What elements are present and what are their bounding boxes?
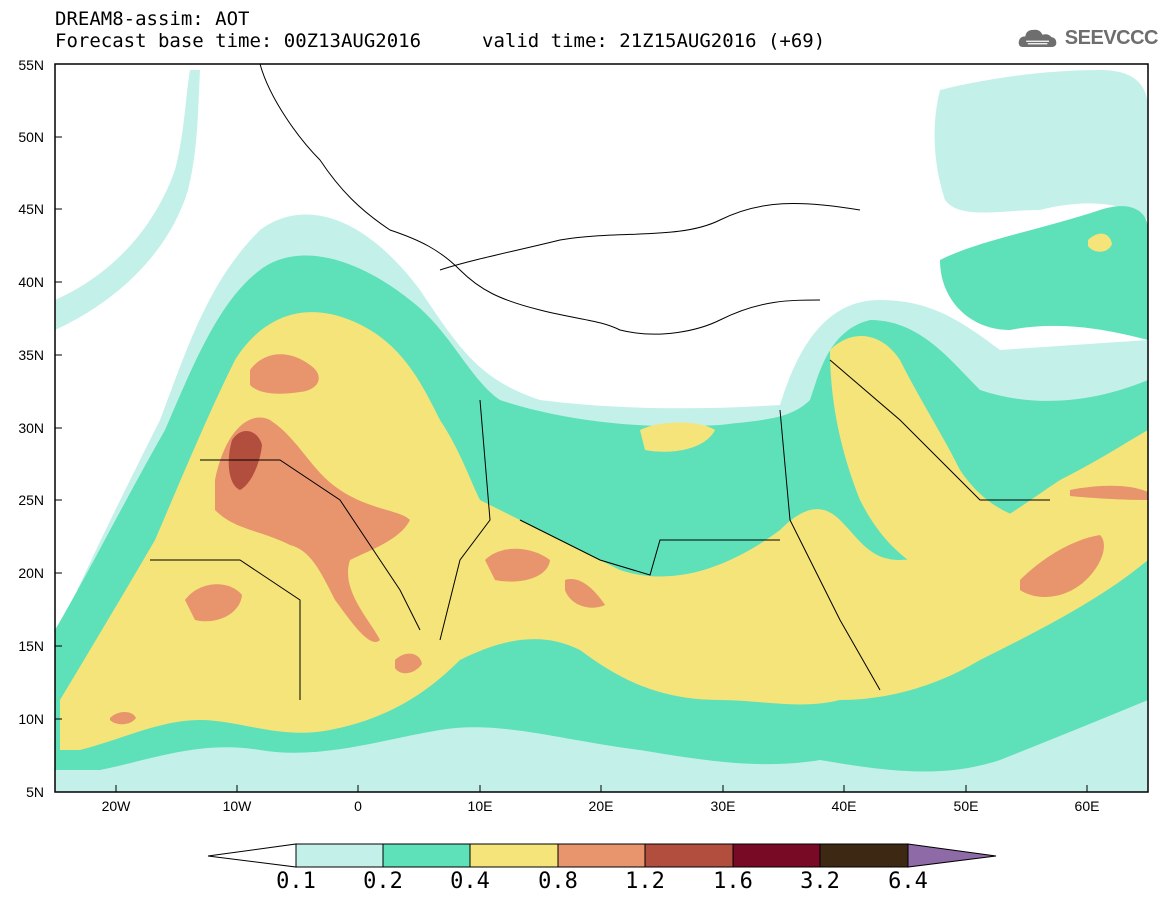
lat-label-55n: 55N [18, 57, 44, 73]
aot-level-0.8-pakistan [1070, 485, 1148, 500]
valid-time: valid time: 21Z15AUG2016 (+69) [482, 30, 826, 52]
map-title: DREAM8-assim: AOT [55, 8, 250, 30]
lon-label-50e: 50E [953, 798, 979, 814]
colorbar-label-1.6: 1.6 [713, 869, 753, 894]
aot-level-0.4-arabia [830, 336, 1040, 580]
aot-level-0.8-chad [485, 548, 550, 582]
colorbar-label-0.8: 0.8 [538, 869, 578, 894]
colorbar-segment-1.6-3.2 [732, 843, 821, 868]
aot-level-0.8-niger [395, 653, 422, 674]
colorbar-segment-above-6.4 [907, 843, 997, 868]
country-borders [150, 64, 1050, 700]
aot-level-0.8-oman [1020, 535, 1104, 597]
logo-text: SEEVCCC [1064, 26, 1159, 49]
aot-level-0.8-sahara [215, 417, 410, 642]
colorbar-label-1.2: 1.2 [625, 869, 665, 894]
colorbar-label-6.4: 6.4 [888, 869, 928, 894]
aot-level-0.4-central-asia [1088, 233, 1112, 252]
aot-level-0.1-atlantic-plume [55, 70, 200, 330]
lat-label-20n: 20N [18, 565, 44, 581]
lat-label-25n: 25N [18, 492, 44, 508]
lon-label-40e: 40E [831, 798, 857, 814]
colorbar-segment-below-0.1 [207, 843, 297, 868]
lon-label-20e: 20E [588, 798, 614, 814]
lon-label-10w: 10W [222, 798, 252, 814]
axis-ticks [55, 136, 1088, 792]
lat-label-10n: 10N [18, 711, 44, 727]
colorbar-segment-0.4-0.8 [469, 843, 559, 868]
aot-level-0.1-caspian [934, 70, 1148, 220]
lat-label-30n: 30N [18, 420, 44, 436]
colorbar-segment-0.1-0.2 [295, 843, 384, 868]
aot-contour-fields [55, 64, 1148, 792]
lon-label-0: 0 [354, 798, 362, 814]
lat-label-40n: 40N [18, 274, 44, 290]
aot-level-0.8-west [185, 584, 242, 622]
lat-label-35n: 35N [18, 347, 44, 363]
lat-label-50n: 50N [18, 129, 44, 145]
lat-label-5n: 5N [26, 784, 44, 800]
lon-label-60e: 60E [1074, 798, 1100, 814]
colorbar-label-3.2: 3.2 [800, 869, 840, 894]
colorbar-segment-1.2-1.6 [644, 843, 734, 868]
aot-level-0.4-region [60, 312, 1148, 750]
lon-label-10e: 10E [467, 798, 493, 814]
aot-level-0.8-atlantic [110, 712, 136, 725]
lon-label-30e: 30E [710, 798, 736, 814]
colorbar-segment-3.2-6.4 [819, 843, 909, 868]
colorbar-segment-0.8-1.2 [557, 843, 646, 868]
colorbar-label-0.1: 0.1 [276, 869, 316, 894]
lat-label-15n: 15N [18, 638, 44, 654]
forecast-base-time: Forecast base time: 00Z13AUG2016 [55, 30, 422, 52]
colorbar-segment-0.2-0.4 [382, 843, 471, 868]
cloud-icon [1018, 29, 1057, 47]
seevccc-logo: SEEVCCC [1018, 22, 1159, 54]
lon-label-20w: 20W [101, 798, 131, 814]
aot-level-0.8-morocco [250, 354, 319, 394]
lat-label-45n: 45N [18, 201, 44, 217]
colorbar-label-0.2: 0.2 [363, 869, 403, 894]
aot-level-0.8-sudan [565, 579, 605, 608]
aot-level-0.4-libya-patch [640, 422, 715, 452]
colorbar-label-0.4: 0.4 [450, 869, 490, 894]
